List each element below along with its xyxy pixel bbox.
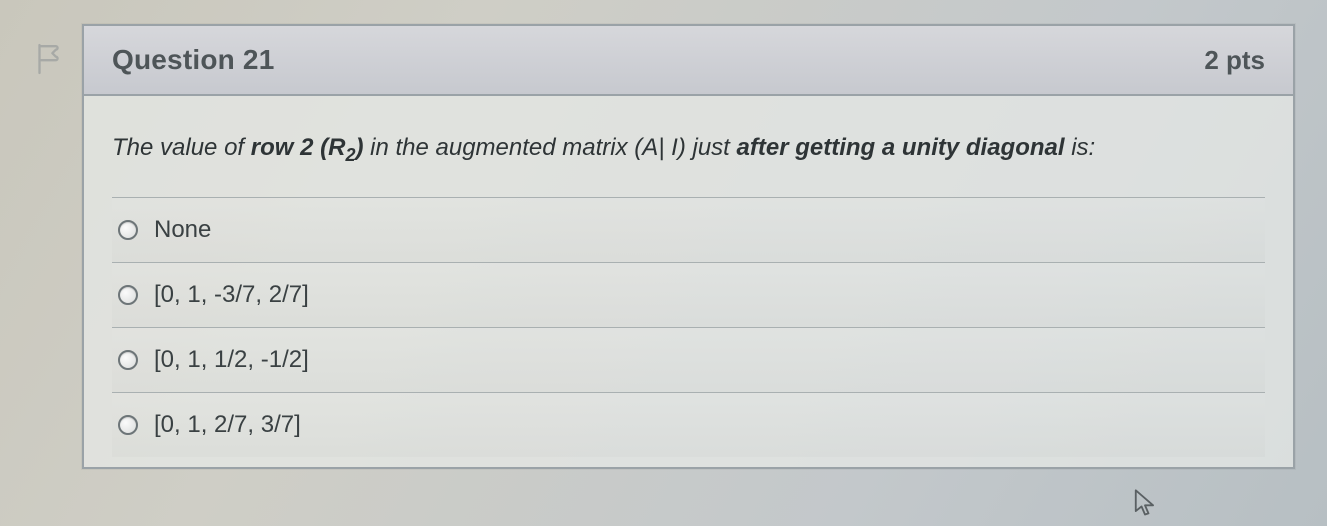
question-header: Question 21 2 pts [84, 26, 1293, 96]
option-row[interactable]: None [112, 198, 1265, 263]
option-row[interactable]: [0, 1, -3/7, 2/7] [112, 263, 1265, 328]
page-root: Question 21 2 pts The value of row 2 (R2… [0, 0, 1327, 526]
prompt-mid: in the augmented matrix (A| I) just [363, 134, 736, 161]
option-label: None [154, 216, 211, 244]
option-label: [0, 1, -3/7, 2/7] [154, 281, 309, 309]
prompt-row-sub: 2 [345, 145, 355, 165]
question-prompt: The value of row 2 (R2) in the augmented… [112, 132, 1265, 198]
radio-icon[interactable] [118, 285, 138, 305]
cursor-icon [1133, 488, 1157, 518]
prompt-after-bold: after getting a unity diagonal [737, 134, 1065, 161]
question-points: 2 pts [1204, 45, 1265, 76]
option-label: [0, 1, 2/7, 3/7] [154, 411, 301, 439]
question-body: The value of row 2 (R2) in the augmented… [84, 96, 1293, 467]
prompt-tail: is: [1065, 134, 1096, 161]
flag-icon[interactable] [36, 42, 64, 76]
option-label: [0, 1, 1/2, -1/2] [154, 346, 309, 374]
options-list: None [0, 1, -3/7, 2/7] [0, 1, 1/2, -1/2]… [112, 198, 1265, 457]
radio-icon[interactable] [118, 220, 138, 240]
prompt-pre: The value of [112, 134, 251, 161]
radio-icon[interactable] [118, 350, 138, 370]
radio-icon[interactable] [118, 415, 138, 435]
option-row[interactable]: [0, 1, 1/2, -1/2] [112, 328, 1265, 393]
question-title: Question 21 [112, 44, 274, 76]
question-card: Question 21 2 pts The value of row 2 (R2… [82, 24, 1295, 469]
option-row[interactable]: [0, 1, 2/7, 3/7] [112, 393, 1265, 457]
prompt-row-bold: row 2 (R [251, 134, 346, 161]
